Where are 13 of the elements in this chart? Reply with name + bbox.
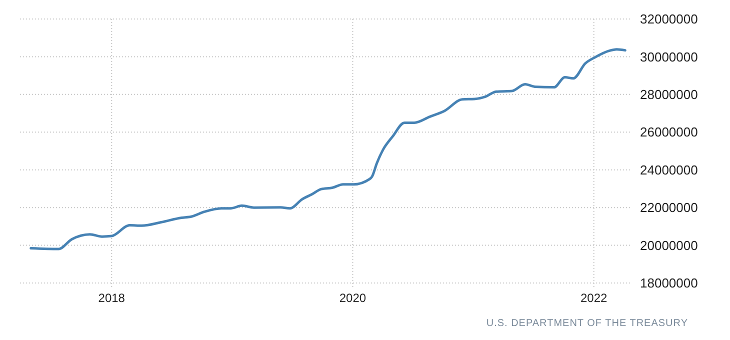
x-tick-label: 2018 (98, 291, 126, 305)
y-tick-label: 30000000 (640, 49, 698, 64)
y-tick-label: 18000000 (640, 276, 698, 291)
line-series (30, 48, 626, 250)
y-tick-label: 20000000 (640, 238, 698, 253)
x-tick-label: 2020 (339, 291, 366, 305)
x-tick-label: 2022 (580, 291, 608, 305)
y-tick-label: 26000000 (640, 124, 698, 140)
y-tick-label: 28000000 (640, 86, 698, 102)
y-tick-label: 22000000 (640, 200, 698, 216)
text: U.S. DEPARTMENT OF THE TREASURY (486, 318, 688, 329)
y-tick-label: 24000000 (640, 162, 698, 178)
y-tick-label: 32000000 (640, 12, 698, 27)
